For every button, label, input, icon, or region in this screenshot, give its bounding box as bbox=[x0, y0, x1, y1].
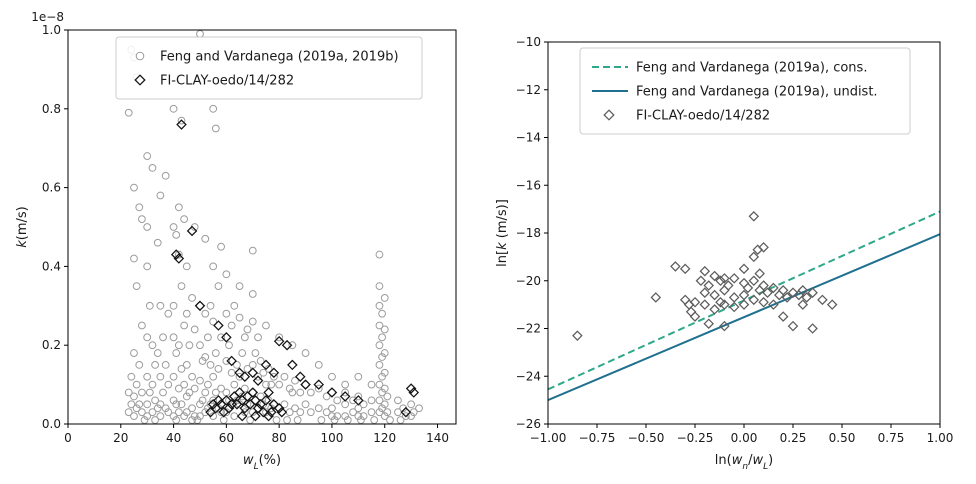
x-tick-label: 40 bbox=[166, 431, 181, 445]
x-tick-label: 0.75 bbox=[878, 431, 905, 445]
plot-series bbox=[124, 30, 423, 424]
y-tick-label: 0.8 bbox=[42, 102, 61, 116]
x-tick-label: 1.00 bbox=[927, 431, 954, 445]
y-tick-label: −22 bbox=[516, 322, 541, 336]
y-tick-label: 0.6 bbox=[42, 181, 61, 195]
legend: Feng and Vardanega (2019a), cons. Feng an… bbox=[579, 47, 911, 135]
x-tick-label: −1.00 bbox=[530, 431, 567, 445]
legend-label: Feng and Vardanega (2019a, 2019b) bbox=[160, 50, 399, 65]
y-tick-label: −10 bbox=[516, 35, 541, 49]
legend: Feng and Vardanega (2019a, 2019b) FI-CLAY… bbox=[115, 36, 423, 100]
x-axis-label: ln(wn/wL) bbox=[715, 453, 773, 472]
y-tick-label: 1.0 bbox=[42, 23, 61, 37]
x-tick-label: 0.50 bbox=[829, 431, 856, 445]
x-tick-label: −0.25 bbox=[677, 431, 714, 445]
axis-ticks: 0 20 40 60 80 100 120 140 0.0 0.2 0.4 0.6 0.8 1.0 bbox=[42, 23, 449, 445]
y-tick-label: −12 bbox=[516, 83, 541, 97]
y-tick-label: −24 bbox=[516, 369, 541, 383]
y-tick-label: −14 bbox=[516, 131, 541, 145]
x-tick-label: 0 bbox=[64, 431, 72, 445]
x-tick-label: 0.00 bbox=[731, 431, 758, 445]
series-1 bbox=[170, 119, 420, 422]
right-chart: −1.00 −0.75 −0.50 −0.25 0.00 0.25 0.50 0.75 1.00… bbox=[490, 0, 976, 484]
legend-box bbox=[115, 36, 423, 100]
y-tick-label: 0.4 bbox=[42, 259, 61, 273]
y-tick-label: 0.0 bbox=[42, 417, 61, 431]
x-tick-label: −0.50 bbox=[628, 431, 665, 445]
axis-offset-text: 1e−8 bbox=[31, 10, 64, 24]
plot-frame bbox=[67, 29, 457, 425]
plot-series bbox=[548, 210, 940, 402]
y-tick-label: 0.2 bbox=[42, 338, 61, 352]
legend-label: FI-CLAY-oedo/14/282 bbox=[636, 109, 770, 124]
y-axis-label: ln[k (m/s)] bbox=[495, 199, 510, 267]
x-tick-label: −0.75 bbox=[579, 431, 616, 445]
x-tick-label: 20 bbox=[113, 431, 128, 445]
series-1 bbox=[548, 233, 940, 402]
x-tick-label: 120 bbox=[373, 431, 396, 445]
x-tick-label: 140 bbox=[426, 431, 449, 445]
y-tick-label: −16 bbox=[516, 178, 541, 192]
x-tick-label: 80 bbox=[272, 431, 287, 445]
y-tick-label: −20 bbox=[516, 274, 541, 288]
axis-ticks: −1.00 −0.75 −0.50 −0.25 0.00 0.25 0.50 0.75 1.00… bbox=[516, 35, 954, 445]
y-axis-label: k(m/s) bbox=[15, 206, 30, 248]
x-tick-label: 60 bbox=[219, 431, 234, 445]
left-chart: 0 20 40 60 80 100 120 140 0.0 0.2 0.4 0.6 0.8 1.0 wL(%… bbox=[15, 10, 457, 472]
legend-label: Feng and Vardanega (2019a), undist. bbox=[636, 85, 878, 100]
series-0 bbox=[124, 30, 423, 424]
x-tick-label: 100 bbox=[320, 431, 343, 445]
y-tick-label: −18 bbox=[516, 226, 541, 240]
legend-box bbox=[579, 47, 911, 135]
x-axis-label: wL(%) bbox=[243, 453, 281, 472]
x-tick-label: 0.25 bbox=[780, 431, 807, 445]
legend-label: FI-CLAY-oedo/14/282 bbox=[160, 74, 294, 89]
legend-label: Feng and Vardanega (2019a), cons. bbox=[636, 61, 867, 76]
y-tick-label: −26 bbox=[516, 417, 541, 431]
series-2 bbox=[572, 211, 838, 341]
